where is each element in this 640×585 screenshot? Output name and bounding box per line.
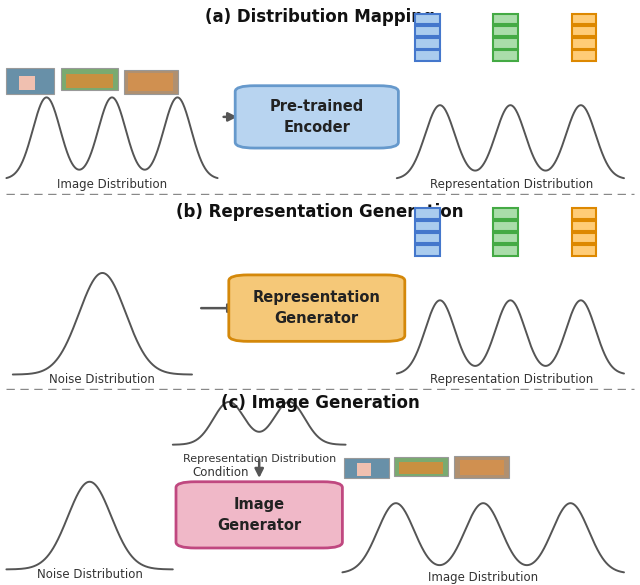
FancyBboxPatch shape [235, 86, 398, 148]
Text: (a) Distribution Mapping: (a) Distribution Mapping [205, 8, 435, 26]
FancyBboxPatch shape [454, 456, 509, 478]
Text: Condition: Condition [192, 466, 248, 480]
Bar [415, 208, 440, 219]
Text: Image
Generator: Image Generator [217, 497, 301, 533]
Bar [572, 13, 596, 25]
Bar [572, 221, 596, 231]
Bar [572, 233, 596, 243]
Bar [415, 26, 440, 36]
Bar [493, 26, 518, 36]
Bar [493, 245, 518, 256]
FancyBboxPatch shape [6, 68, 54, 94]
Text: Noise Distribution: Noise Distribution [49, 373, 156, 386]
Bar [493, 208, 518, 219]
Text: Representation Distribution: Representation Distribution [182, 455, 336, 464]
Text: Representation Distribution: Representation Distribution [430, 178, 594, 191]
Bar [415, 38, 440, 49]
Bar [415, 233, 440, 243]
Bar [572, 208, 596, 219]
FancyBboxPatch shape [399, 462, 443, 474]
Text: Representation Distribution: Representation Distribution [430, 373, 594, 386]
FancyBboxPatch shape [229, 275, 405, 342]
Bar [415, 221, 440, 231]
Bar [415, 50, 440, 61]
FancyBboxPatch shape [61, 68, 118, 90]
Bar [493, 38, 518, 49]
Bar [415, 13, 440, 25]
FancyBboxPatch shape [19, 76, 35, 90]
Bar [493, 50, 518, 61]
FancyBboxPatch shape [176, 482, 342, 548]
Text: Noise Distribution: Noise Distribution [36, 568, 143, 581]
FancyBboxPatch shape [344, 459, 389, 478]
FancyBboxPatch shape [66, 74, 113, 88]
Text: (b) Representation Generation: (b) Representation Generation [176, 202, 464, 221]
FancyBboxPatch shape [460, 460, 504, 475]
Bar [415, 245, 440, 256]
Bar [572, 50, 596, 61]
Text: Representation
Generator: Representation Generator [253, 290, 381, 326]
FancyBboxPatch shape [357, 463, 371, 476]
Bar [572, 26, 596, 36]
Text: (c) Image Generation: (c) Image Generation [221, 394, 419, 412]
Bar [493, 13, 518, 25]
Bar [493, 221, 518, 231]
Text: Pre-trained
Encoder: Pre-trained Encoder [269, 99, 364, 135]
Bar [572, 38, 596, 49]
Bar [572, 245, 596, 256]
Text: Image Distribution: Image Distribution [57, 178, 167, 191]
Text: Image Distribution: Image Distribution [428, 571, 538, 584]
FancyBboxPatch shape [124, 70, 178, 94]
FancyBboxPatch shape [128, 73, 173, 91]
FancyBboxPatch shape [394, 457, 448, 476]
Bar [493, 233, 518, 243]
